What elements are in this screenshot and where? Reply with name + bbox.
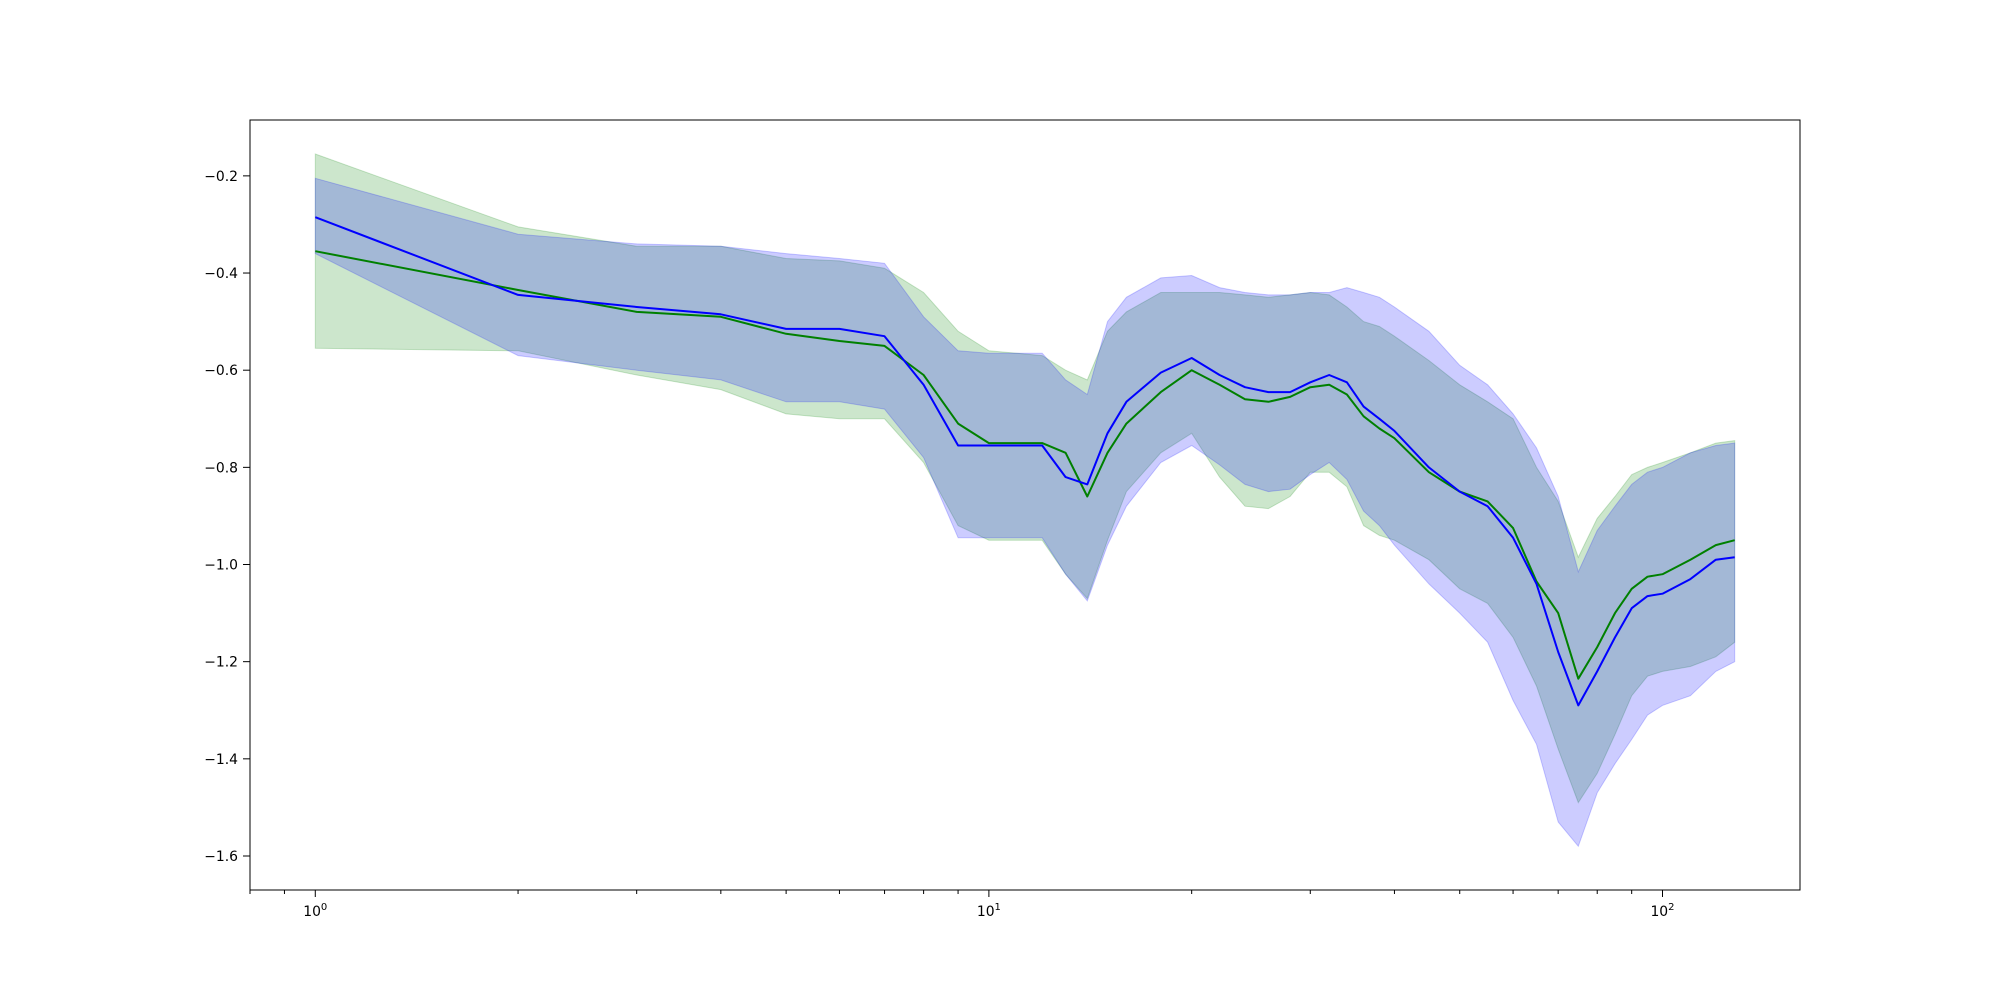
x-axis: 100 101 102 [249,890,1675,920]
y-tick-label: −1.0 [204,558,238,574]
x-tick-label: 100 [303,902,327,920]
series-1-line [315,250,1735,680]
series-2-band [314,177,1736,848]
y-tick-label: −1.2 [204,655,238,671]
x-tick-label: 101 [977,902,1001,920]
y-tick-label: −1.6 [204,849,238,865]
series-1-band [314,153,1736,804]
series-2-line [314,216,1735,707]
y-axis: −0.2 −0.4 −0.6 −0.8 −1.0 −1.2 −1.4 −1.6 [204,169,250,865]
y-tick-label: −0.8 [204,460,238,476]
confidence-bands [314,153,1736,848]
x-tick-label: 102 [1650,902,1674,920]
y-tick-label: −0.4 [204,266,238,282]
series-lines [314,216,1735,707]
plot-frame [249,119,1801,891]
y-tick-label: −0.6 [204,363,238,379]
y-tick-label: −0.2 [204,169,238,185]
y-tick-label: −1.4 [204,752,238,768]
